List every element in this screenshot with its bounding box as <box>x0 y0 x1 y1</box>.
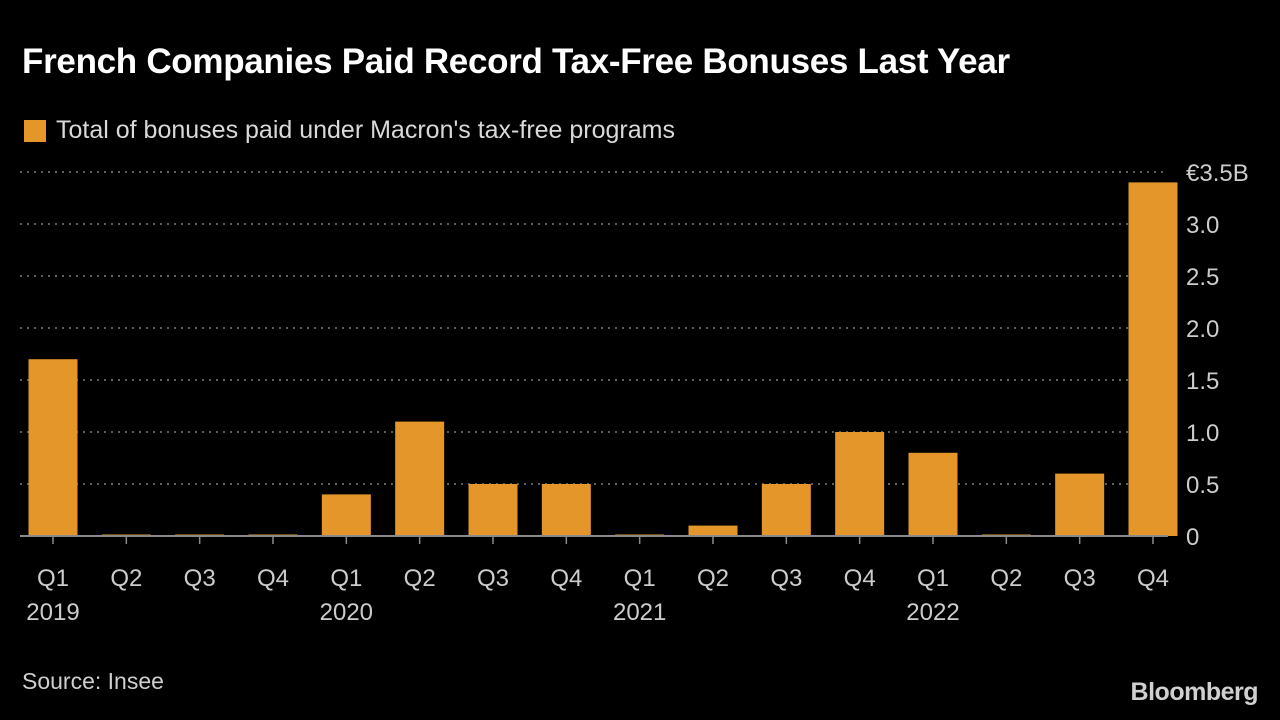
x-tick-label: Q4 <box>844 565 876 592</box>
x-tick-label: Q4 <box>1137 565 1169 592</box>
x-tick-label: Q1 <box>624 565 656 592</box>
bar <box>395 421 445 536</box>
bar <box>761 484 811 536</box>
y-tick-label: 2.0 <box>1186 316 1219 343</box>
bar <box>908 452 958 536</box>
bar <box>541 484 591 536</box>
x-tick-label: Q3 <box>770 565 802 592</box>
x-tick-label: Q2 <box>404 565 436 592</box>
x-tick-label: Q3 <box>477 565 509 592</box>
source-note: Source: Insee <box>22 668 164 694</box>
legend-swatch <box>24 119 46 142</box>
year-label: 2022 <box>906 599 959 626</box>
chart-title: French Companies Paid Record Tax-Free Bo… <box>22 42 1010 81</box>
y-tick-label: 1.5 <box>1186 368 1219 395</box>
x-tick-label: Q2 <box>990 565 1022 592</box>
y-axis-ticks: 0 0.5 1.0 1.5 2.0 2.5 3.0 €3.5B <box>1186 160 1249 551</box>
bar <box>1128 182 1178 536</box>
x-tick-label: Q3 <box>184 565 216 592</box>
x-axis-ticks: Q1 Q2 Q3 Q4 Q1 Q2 Q3 Q4 Q1 Q2 Q3 Q4 Q1 Q2 Q3 Q4 2019 2020… <box>26 536 1169 626</box>
year-label: 2020 <box>320 599 373 626</box>
y-tick-label: 3.0 <box>1186 212 1219 239</box>
bar <box>688 525 738 536</box>
bar <box>835 432 885 536</box>
bar <box>468 484 518 536</box>
x-tick-label: Q1 <box>37 565 69 592</box>
y-tick-label: 1.0 <box>1186 420 1219 447</box>
grid-lines <box>20 171 1168 485</box>
x-tick-label: Q1 <box>917 565 949 592</box>
y-tick-label: 0 <box>1186 524 1199 551</box>
x-tick-label: Q3 <box>1064 565 1096 592</box>
bar <box>1055 473 1105 536</box>
bloomberg-logo: Bloomberg <box>1130 678 1259 706</box>
x-tick-label: Q2 <box>110 565 142 592</box>
bars <box>28 182 1178 536</box>
y-tick-label: €3.5B <box>1186 160 1249 187</box>
year-label: 2019 <box>26 599 79 626</box>
legend: Total of bonuses paid under Macron's tax… <box>24 116 675 145</box>
bar <box>321 494 371 536</box>
legend-label: Total of bonuses paid under Macron's tax… <box>56 116 675 144</box>
bar <box>28 359 78 536</box>
x-tick-label: Q1 <box>330 565 362 592</box>
year-label: 2021 <box>613 599 666 626</box>
x-tick-label: Q4 <box>550 565 582 592</box>
x-tick-label: Q2 <box>697 565 729 592</box>
y-tick-label: 2.5 <box>1186 264 1219 291</box>
y-tick-label: 0.5 <box>1186 472 1219 499</box>
x-tick-label: Q4 <box>257 565 289 592</box>
